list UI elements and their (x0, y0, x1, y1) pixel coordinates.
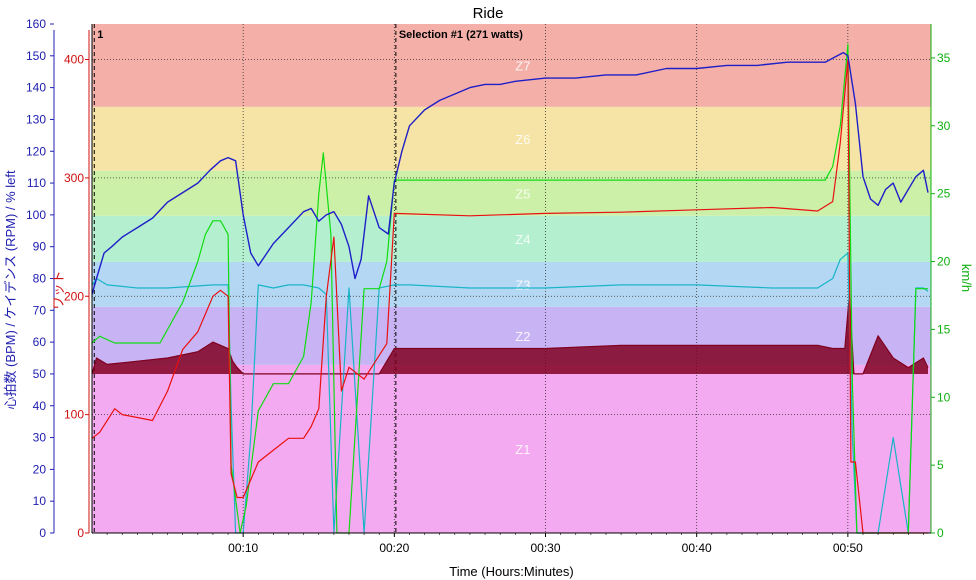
power-zones: Z1 Z2 Z3 Z4 Z5 Z6 Z7 (92, 24, 931, 533)
zone-label-z4: Z4 (515, 232, 530, 247)
axes: 0102030405060708090100110120130140150160… (3, 17, 974, 579)
left-axis-tick-label: 20 (33, 462, 47, 476)
zone-band-z3 (92, 261, 931, 307)
x-axis-tick-label: 00:20 (379, 541, 409, 555)
left-axis-tick-label: 150 (26, 49, 46, 63)
left-axis-tick-label: 10 (33, 494, 47, 508)
left-axis-tick-label: 130 (26, 112, 46, 126)
marker-label-1: 1 (97, 29, 103, 41)
x-axis-tick-label: 00:10 (228, 541, 258, 555)
power-line (91, 58, 928, 534)
zone-band-z4 (92, 215, 931, 262)
left-axis-tick-label: 140 (26, 81, 46, 95)
left-axis-tick-label: 0 (39, 526, 46, 540)
zone-label-z1: Z1 (515, 442, 530, 457)
speed-axis-tick-label: 30 (937, 119, 951, 133)
speed-axis-tick-label: 20 (937, 255, 951, 269)
zone-label-z7: Z7 (515, 58, 530, 73)
zone-band-z6 (92, 106, 931, 171)
left-axis-tick-label: 30 (33, 431, 47, 445)
zone-band-z7 (92, 24, 931, 107)
left-axis-tick-label: 110 (27, 176, 46, 190)
interval-markers: 1 Selection #1 (271 watts) (93, 24, 523, 533)
power-axis-title: ワット (51, 270, 66, 309)
w-balance-area (92, 294, 928, 374)
speed-axis-tick-label: 35 (937, 51, 951, 65)
speed-axis-tick-label: 5 (937, 458, 944, 472)
speed-axis-tick-label: 10 (937, 390, 951, 404)
speed-axis-tick-label: 25 (937, 187, 951, 201)
power-axis-tick-label: 200 (64, 289, 84, 303)
chart-title: Ride (473, 5, 504, 22)
speed-axis-title: km/h (959, 264, 974, 292)
left-axis-tick-label: 50 (33, 367, 47, 381)
zone-band-z5 (92, 170, 931, 216)
zone-band-z1 (92, 364, 931, 533)
x-axis-tick-label: 00:50 (833, 541, 863, 555)
heart-rate-line (91, 51, 929, 295)
left-axis-tick-label: 120 (26, 144, 46, 158)
x-axis-title: Time (Hours:Minutes) (449, 564, 573, 579)
left-axis-tick-label: 160 (26, 17, 46, 31)
zone-label-z2: Z2 (515, 329, 530, 344)
zone-label-z6: Z6 (515, 132, 530, 147)
x-axis-tick-label: 00:30 (530, 541, 560, 555)
speed-axis-tick-label: 0 (937, 526, 944, 540)
power-axis-tick-label: 100 (64, 408, 84, 422)
power-axis-tick-label: 400 (64, 53, 84, 67)
zone-label-z5: Z5 (515, 186, 530, 201)
marker-label-2: Selection #1 (271 watts) (399, 29, 523, 41)
speed-line (91, 43, 928, 534)
left-axis-tick-label: 80 (33, 272, 47, 286)
power-axis-tick-label: 300 (64, 171, 84, 185)
left-axis-tick-label: 60 (33, 335, 47, 349)
left-axis-title: 心拍数 (BPM) / ケイデンス (RPM) / % left (3, 170, 18, 410)
left-axis-tick-label: 90 (33, 240, 47, 254)
speed-axis-tick-label: 15 (937, 322, 951, 336)
left-axis-tick-label: 70 (33, 303, 47, 317)
left-axis-tick-label: 100 (26, 208, 46, 222)
power-axis-tick-label: 0 (77, 526, 84, 540)
left-axis-tick-label: 40 (33, 399, 47, 413)
zone-label-z3: Z3 (515, 277, 530, 292)
w-balance-line (91, 293, 929, 375)
x-axis-tick-label: 00:40 (682, 541, 712, 555)
